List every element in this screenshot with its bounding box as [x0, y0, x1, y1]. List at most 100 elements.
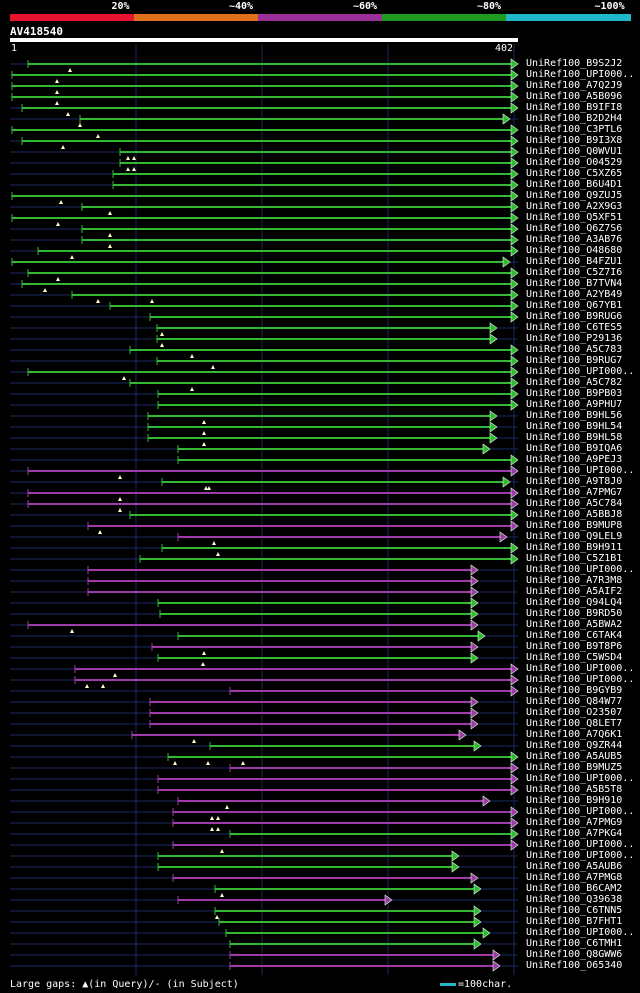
hit-label[interactable]: UniRef100_A7Q6K1	[526, 729, 623, 740]
hit-label[interactable]: UniRef100_B9PB03	[526, 388, 623, 399]
hit-label[interactable]: UniRef100_Q39638	[526, 894, 623, 905]
hit-label[interactable]: UniRef100_B9MUP8	[526, 520, 623, 531]
hit-label[interactable]: UniRef100_A9PHU7	[526, 399, 623, 410]
hit-label[interactable]: UniRef100_A2X9G3	[526, 201, 623, 212]
hit-label[interactable]: UniRef100_A7PKG4	[526, 828, 623, 839]
hit-label[interactable]: UniRef100_B9S2J2	[526, 58, 623, 69]
hit-label[interactable]: UniRef100_A5AIF2	[526, 586, 623, 597]
hit-label[interactable]: UniRef100_A5C782	[526, 377, 623, 388]
hit-label[interactable]: UniRef100_UPI000..	[526, 465, 635, 476]
hit-label[interactable]: UniRef100_Q84W77	[526, 696, 623, 707]
query-gap-marker	[206, 761, 210, 765]
hit-label[interactable]: UniRef100_B9MUZ5	[526, 762, 623, 773]
hit-label[interactable]: UniRef100_B9HL56	[526, 410, 623, 421]
hit-label[interactable]: UniRef100_UPI000..	[526, 773, 635, 784]
hit-label[interactable]: UniRef100_C3PTL6	[526, 124, 623, 135]
hit-label[interactable]: UniRef100_B9T8P6	[526, 641, 623, 652]
hit-label[interactable]: UniRef100_A7Q2J9	[526, 80, 623, 91]
hit-label[interactable]: UniRef100_Q9LEL9	[526, 531, 623, 542]
hit-label[interactable]: UniRef100_UPI000..	[526, 806, 635, 817]
hit-label[interactable]: UniRef100_A7PMG9	[526, 817, 623, 828]
hit-arrowhead	[510, 157, 519, 169]
hit-label[interactable]: UniRef100_Q67YB1	[526, 300, 623, 311]
hit-label[interactable]: UniRef100_A7R3M8	[526, 575, 623, 586]
hit-label[interactable]: UniRef100_A5C783	[526, 344, 623, 355]
hit-label[interactable]: UniRef100_B9RUG7	[526, 355, 623, 366]
hit-label[interactable]: UniRef100_B7FHT1	[526, 916, 623, 927]
hit-label[interactable]: UniRef100_B9H910	[526, 795, 623, 806]
hit-label[interactable]: UniRef100_UPI000..	[526, 564, 635, 575]
hit-label[interactable]: UniRef100_B9I3X8	[526, 135, 623, 146]
hit-label[interactable]: UniRef100_C5XZ65	[526, 168, 623, 179]
hit-label[interactable]: UniRef100_B9GYB9	[526, 685, 623, 696]
hit-label[interactable]: UniRef100_A9PEJ3	[526, 454, 623, 465]
hit-label[interactable]: UniRef100_B7TVN4	[526, 278, 623, 289]
hit-label[interactable]: UniRef100_Q9ZR44	[526, 740, 623, 751]
query-gap-marker	[70, 629, 74, 633]
hit-label[interactable]: UniRef100_B9HL54	[526, 421, 623, 432]
hit-label[interactable]: UniRef100_Q0WVU1	[526, 146, 623, 157]
hit-label[interactable]: UniRef100_Q5XF51	[526, 212, 623, 223]
hit-label[interactable]: UniRef100_B9IQA6	[526, 443, 623, 454]
hit-label[interactable]: UniRef100_O23507	[526, 707, 623, 718]
hit-arrowhead	[510, 267, 519, 279]
hit-label[interactable]: UniRef100_C6TAK4	[526, 630, 623, 641]
hit-label[interactable]: UniRef100_A7PMG8	[526, 872, 623, 883]
hit-label[interactable]: UniRef100_C6TNN5	[526, 905, 623, 916]
hit-label[interactable]: UniRef100_A2YB49	[526, 289, 623, 300]
hit-label[interactable]: UniRef100_B6U4D1	[526, 179, 623, 190]
hit-arrowhead	[489, 333, 498, 345]
hit-arrowhead	[473, 740, 482, 752]
hit-label[interactable]: UniRef100_A5AUB6	[526, 861, 623, 872]
hit-label[interactable]: UniRef100_Q6Z7S6	[526, 223, 623, 234]
hit-label[interactable]: UniRef100_B9RD50	[526, 608, 623, 619]
query-gap-marker	[202, 651, 206, 655]
hit-label[interactable]: UniRef100_A5C784	[526, 498, 623, 509]
hit-label[interactable]: UniRef100_C5Z1B1	[526, 553, 623, 564]
hit-label[interactable]: UniRef100_C5WSD4	[526, 652, 623, 663]
query-gap-marker	[70, 255, 74, 259]
hit-arrowhead	[489, 410, 498, 422]
hit-label[interactable]: UniRef100_UPI000..	[526, 69, 635, 80]
hit-label[interactable]: UniRef100_A5B5T8	[526, 784, 623, 795]
hit-label[interactable]: UniRef100_O48680	[526, 245, 623, 256]
hit-label[interactable]: UniRef100_C5Z7I6	[526, 267, 623, 278]
hit-label[interactable]: UniRef100_Q8GWW6	[526, 949, 623, 960]
hit-label[interactable]: UniRef100_UPI000..	[526, 366, 635, 377]
hit-label[interactable]: UniRef100_B2D2H4	[526, 113, 623, 124]
hit-label[interactable]: UniRef100_P29136	[526, 333, 623, 344]
hit-label[interactable]: UniRef100_UPI000..	[526, 674, 635, 685]
hit-label[interactable]: UniRef100_UPI000..	[526, 850, 635, 861]
hit-label[interactable]: UniRef100_UPI000..	[526, 839, 635, 850]
hit-label[interactable]: UniRef100_A5BWA2	[526, 619, 623, 630]
hit-arrowhead	[470, 619, 479, 631]
hit-label[interactable]: UniRef100_Q94LQ4	[526, 597, 623, 608]
hit-label[interactable]: UniRef100_O04529	[526, 157, 623, 168]
hit-arrowhead	[477, 630, 486, 642]
hit-arrowhead	[510, 58, 519, 70]
query-gap-marker	[160, 343, 164, 347]
hit-arrowhead	[510, 498, 519, 510]
hit-label[interactable]: UniRef100_UPI000..	[526, 663, 635, 674]
hit-label[interactable]: UniRef100_B9HL58	[526, 432, 623, 443]
hit-label[interactable]: UniRef100_A5AUB5	[526, 751, 623, 762]
hit-label[interactable]: UniRef100_A5BBJ8	[526, 509, 623, 520]
hit-label[interactable]: UniRef100_B4FZU1	[526, 256, 623, 267]
hit-label[interactable]: UniRef100_A5B096	[526, 91, 623, 102]
hit-label[interactable]: UniRef100_A3AB76	[526, 234, 623, 245]
hit-label[interactable]: UniRef100_O65340	[526, 960, 623, 971]
hit-label[interactable]: UniRef100_C6TMH1	[526, 938, 623, 949]
hit-label[interactable]: UniRef100_B6CAM2	[526, 883, 623, 894]
hit-label[interactable]: UniRef100_A9T8J0	[526, 476, 623, 487]
hit-arrowhead	[510, 102, 519, 114]
hit-label[interactable]: UniRef100_B9IFI8	[526, 102, 623, 113]
hit-label[interactable]: UniRef100_Q8LET7	[526, 718, 623, 729]
hit-arrowhead	[510, 223, 519, 235]
hit-label[interactable]: UniRef100_UPI000..	[526, 927, 635, 938]
hit-label[interactable]: UniRef100_A7PMG7	[526, 487, 623, 498]
hit-label[interactable]: UniRef100_B9H911	[526, 542, 623, 553]
query-gap-marker	[220, 893, 224, 897]
hit-label[interactable]: UniRef100_Q9ZUJ5	[526, 190, 623, 201]
hit-label[interactable]: UniRef100_B9RUG6	[526, 311, 623, 322]
hit-label[interactable]: UniRef100_C6TES5	[526, 322, 623, 333]
